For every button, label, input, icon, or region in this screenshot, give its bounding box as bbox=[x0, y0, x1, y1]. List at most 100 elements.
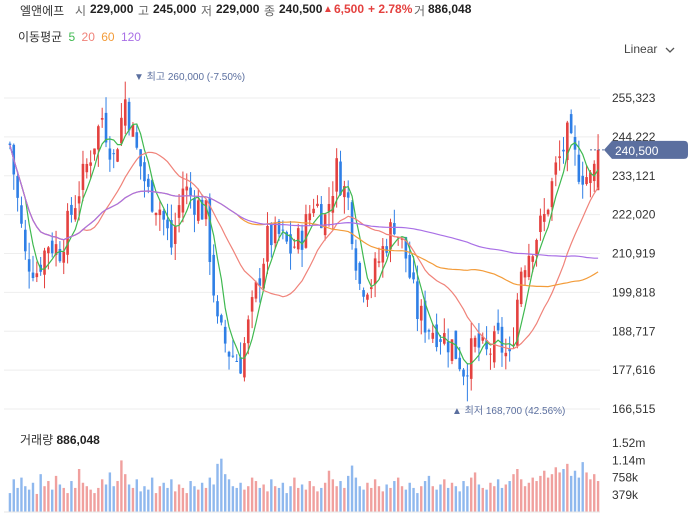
candle-body bbox=[300, 230, 304, 250]
volume-bar bbox=[316, 491, 319, 512]
candle-body bbox=[43, 250, 46, 275]
volume-bar bbox=[16, 487, 19, 512]
volume-bar bbox=[47, 481, 50, 512]
ma20-label[interactable]: 20 bbox=[81, 30, 95, 44]
candle-body bbox=[223, 326, 227, 344]
candle-body bbox=[496, 322, 500, 331]
candle-body bbox=[500, 326, 504, 353]
ma-legend-label: 이동평균 bbox=[18, 30, 63, 44]
volume-bar bbox=[543, 470, 546, 512]
candle-body bbox=[143, 162, 146, 182]
candle-body bbox=[243, 343, 246, 378]
volume-bar bbox=[212, 484, 215, 512]
candle-body bbox=[443, 333, 446, 344]
candle-body bbox=[542, 214, 546, 222]
candle-body bbox=[239, 357, 242, 374]
volume-bar bbox=[270, 479, 273, 512]
volume-bar bbox=[70, 481, 73, 512]
price-tick-label: 199,818 bbox=[612, 285, 656, 299]
volume-bar bbox=[373, 479, 377, 512]
candle-body bbox=[566, 122, 569, 161]
candle-body bbox=[20, 205, 23, 224]
candle-body bbox=[97, 126, 100, 150]
candle-body bbox=[519, 271, 523, 305]
volume-tick-label: 379k bbox=[612, 488, 639, 502]
price-tick-label: 222,020 bbox=[612, 208, 656, 222]
low-label: 저 bbox=[201, 4, 213, 18]
candle-body bbox=[277, 221, 281, 234]
volume-bar bbox=[27, 489, 31, 512]
candle-body bbox=[193, 198, 196, 215]
volume-bar bbox=[131, 487, 135, 512]
volume-bar bbox=[550, 474, 554, 512]
stock-header: 엘앤에프 시 229,000 고 245,000 저 229,000 종 240… bbox=[0, 0, 693, 22]
volume-bar bbox=[358, 486, 361, 512]
volume-bar bbox=[481, 487, 484, 512]
candle-body bbox=[246, 319, 250, 344]
volume-bar bbox=[147, 489, 150, 512]
volume-bar bbox=[331, 479, 335, 512]
volume-bar bbox=[573, 470, 577, 512]
candle-body bbox=[281, 229, 285, 231]
volume-bar bbox=[581, 462, 584, 512]
volume-bar bbox=[585, 472, 588, 512]
volume-bar bbox=[250, 477, 254, 512]
candle-body bbox=[404, 237, 408, 259]
candle-body bbox=[85, 163, 89, 173]
volume-bar bbox=[327, 470, 331, 512]
candle-body bbox=[147, 178, 150, 187]
candle-body bbox=[369, 287, 373, 290]
volume-bar bbox=[254, 481, 258, 512]
candle-body bbox=[150, 180, 154, 212]
volume-bar bbox=[350, 465, 354, 512]
candle-body bbox=[77, 196, 81, 204]
ma120-line bbox=[9, 144, 599, 259]
volume-bar bbox=[500, 487, 504, 512]
volume-bar bbox=[85, 486, 89, 512]
candle-body bbox=[343, 186, 346, 198]
volume-bar bbox=[54, 475, 58, 512]
volume-bar bbox=[158, 486, 162, 512]
volume-bar bbox=[39, 474, 42, 512]
volume-bar bbox=[112, 486, 115, 512]
volume-bar bbox=[554, 467, 557, 512]
volume-bar bbox=[258, 487, 261, 512]
volume-bar bbox=[404, 489, 408, 512]
price-annotations: ▼ 최고 260,000 (-7.50%) ▲ 최저 168,700 (42.56… bbox=[134, 71, 565, 417]
scale-toggle-button[interactable]: Linear bbox=[624, 42, 675, 56]
volume-bar bbox=[504, 484, 508, 512]
volume-bar bbox=[393, 481, 396, 512]
candle-body bbox=[489, 353, 492, 355]
volume-bar bbox=[66, 493, 69, 512]
volume-bar bbox=[370, 487, 373, 512]
volume-bar bbox=[74, 487, 77, 512]
volume-bar bbox=[266, 491, 269, 512]
moving-average-legend: 이동평균 5 20 60 120 bbox=[18, 28, 144, 45]
ma60-label[interactable]: 60 bbox=[101, 30, 115, 44]
volume-bar bbox=[247, 486, 250, 512]
volume-bar bbox=[308, 481, 311, 512]
candle-body bbox=[35, 273, 39, 278]
volume-bar bbox=[273, 486, 277, 512]
candle-body bbox=[196, 200, 200, 221]
candle-body bbox=[358, 262, 362, 284]
volume-bar bbox=[77, 469, 81, 512]
candle-body bbox=[477, 333, 481, 348]
candle-body bbox=[439, 339, 442, 342]
ma5-label[interactable]: 5 bbox=[68, 30, 76, 44]
candle-body bbox=[389, 222, 392, 250]
volume-bar bbox=[347, 475, 350, 512]
volume-bar bbox=[143, 486, 146, 512]
volume-bar bbox=[493, 486, 496, 512]
candle-body bbox=[423, 300, 427, 333]
volume-bar bbox=[354, 477, 358, 512]
volume-bar bbox=[239, 482, 242, 512]
min-price-annotation: ▲ 최저 168,700 (42.56%) bbox=[452, 405, 565, 417]
ma120-label[interactable]: 120 bbox=[120, 30, 141, 44]
volume-tick-label: 1.52m bbox=[612, 436, 645, 450]
volume-bar bbox=[285, 493, 288, 512]
volume-bar bbox=[216, 463, 219, 512]
volume-bar bbox=[339, 481, 342, 512]
volume-bar bbox=[262, 484, 265, 512]
